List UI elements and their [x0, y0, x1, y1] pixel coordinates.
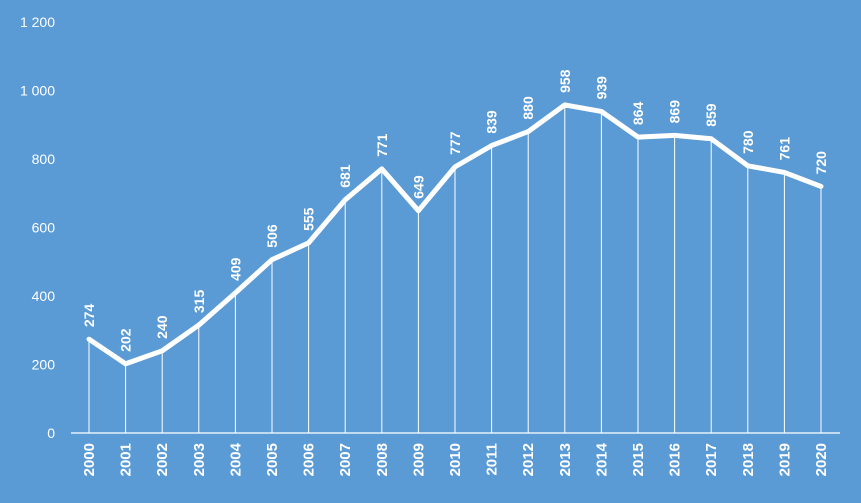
data-label: 681 [337, 164, 353, 188]
y-tick-label: 200 [32, 357, 56, 373]
x-tick-label: 2009 [410, 443, 427, 476]
x-tick-label: 2004 [227, 442, 244, 476]
data-label: 771 [374, 133, 390, 157]
x-tick-label: 2018 [740, 443, 757, 476]
data-label: 649 [410, 175, 426, 199]
data-label: 864 [630, 102, 646, 126]
data-label: 202 [118, 328, 134, 352]
x-tick-label: 2015 [630, 443, 647, 476]
x-tick-label: 2020 [813, 443, 830, 476]
data-label: 880 [520, 96, 536, 120]
x-tick-label: 2005 [264, 443, 281, 476]
data-label: 555 [301, 207, 317, 231]
x-tick-label: 2012 [520, 443, 537, 476]
y-tick-label: 400 [32, 288, 56, 304]
y-tick-label: 600 [32, 220, 56, 236]
data-label: 315 [191, 290, 207, 314]
x-tick-label: 2002 [154, 443, 171, 476]
series-line [86, 102, 824, 367]
x-tick-label: 2016 [667, 443, 684, 476]
y-tick-label: 800 [32, 151, 56, 167]
x-tick-label: 2013 [557, 443, 574, 476]
data-label: 859 [703, 103, 719, 127]
data-label: 720 [813, 151, 829, 175]
data-label: 761 [776, 137, 792, 161]
data-label: 240 [154, 315, 170, 339]
data-label: 777 [447, 131, 463, 155]
data-label: 506 [264, 224, 280, 248]
x-tick-label: 2011 [484, 443, 501, 476]
y-tick-label: 0 [47, 425, 55, 441]
data-label: 958 [557, 69, 573, 93]
data-label: 409 [227, 257, 243, 281]
data-label: 780 [740, 130, 756, 154]
x-tick-label: 2014 [593, 442, 610, 476]
x-tick-label: 2017 [703, 443, 720, 476]
x-tick-label: 2007 [337, 443, 354, 476]
y-tick-label: 1 000 [20, 83, 55, 99]
data-label: 939 [593, 76, 609, 100]
data-label: 839 [484, 110, 500, 134]
x-tick-label: 2019 [776, 443, 793, 476]
y-tick-label: 1 200 [20, 14, 55, 30]
x-tick-label: 2006 [301, 443, 318, 476]
x-tick-label: 2000 [81, 443, 98, 476]
x-tick-label: 2008 [374, 443, 391, 476]
y-axis: 0 200 400 600 800 1 000 1 200 [20, 14, 55, 441]
data-label: 274 [81, 304, 97, 328]
data-label: 869 [667, 100, 683, 124]
data-labels: 274 202 240 315 409 506 555 681 771 649 777 839 880 9… [81, 69, 829, 352]
x-tick-label: 2001 [118, 443, 135, 476]
drop-lines [88, 104, 822, 433]
x-tick-label: 2003 [191, 443, 208, 476]
x-tick-label: 2010 [447, 443, 464, 476]
x-axis: 2000 2001 2002 2003 2004 2005 2006 2007 2008 2009… [81, 442, 830, 476]
